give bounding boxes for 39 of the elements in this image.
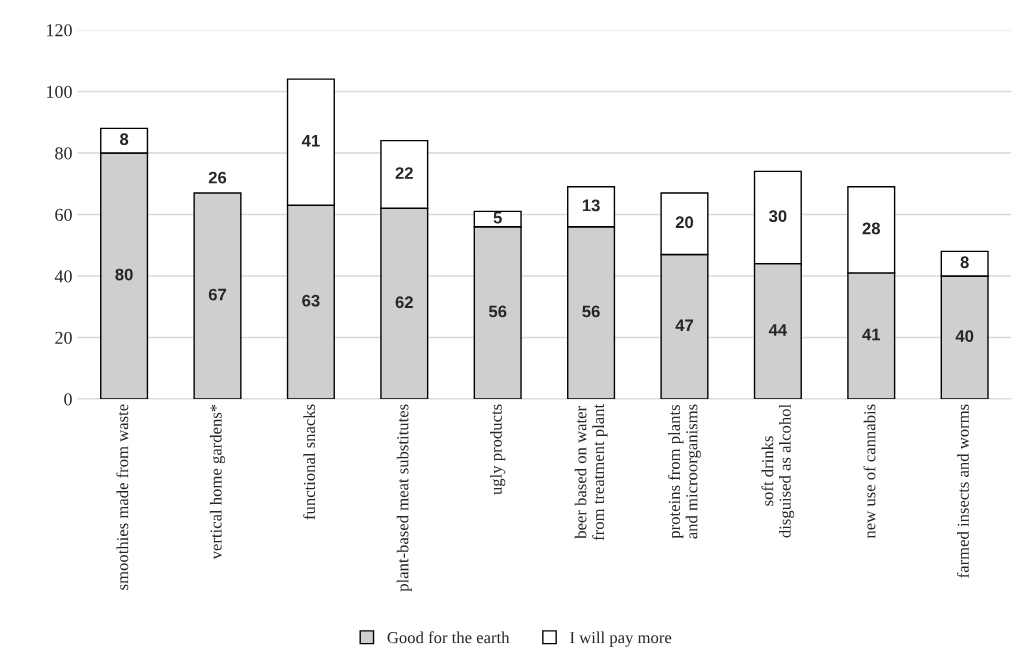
data-label: 13: [582, 199, 600, 212]
x-tick-label: farmed insects and worms: [956, 404, 969, 578]
data-label: 62: [395, 296, 413, 309]
data-label: 56: [582, 305, 600, 318]
y-tick-label: 0: [64, 393, 72, 406]
y-tick-label: 120: [47, 24, 72, 37]
text: 26: [208, 171, 227, 184]
data-label: 47: [675, 319, 694, 332]
x-tick-label: plant-based meat substitutes: [396, 404, 412, 592]
legend-label: Good for the earth: [387, 631, 510, 644]
data-label: 41: [862, 328, 881, 341]
data-label: 80: [115, 268, 133, 281]
data-label: 8: [119, 133, 129, 146]
x-tick-label: vertical home gardens*: [209, 404, 226, 560]
y-tick-label: 100: [47, 85, 72, 98]
x-tick-label: proteins from plants and microorganisms: [668, 404, 701, 539]
x-tick-label: soft drinks disguised as alcohol: [761, 404, 795, 538]
data-label: 44: [768, 324, 788, 336]
data-label: 28: [862, 222, 881, 235]
legend-label: I will pay more: [570, 631, 672, 647]
y-tick-label: 20: [55, 331, 72, 344]
x-tick-label: functional snacks: [303, 404, 316, 520]
data-label: 63: [302, 294, 320, 307]
x-tick-label: new use of cannabis: [863, 404, 876, 539]
x-tick-label: smoothies made from waste: [116, 404, 129, 590]
data-label: 56: [488, 305, 507, 318]
data-label: 67: [208, 288, 227, 301]
x-tick-label: ugly products: [490, 404, 506, 495]
data-label: 30: [768, 210, 787, 223]
data-label: 20: [675, 216, 694, 229]
y-tick-label: 60: [55, 208, 72, 221]
x-tick-label: beer based on water from treatment plant: [574, 403, 608, 541]
data-label: 22: [395, 167, 413, 179]
data-label: 41: [301, 135, 320, 147]
data-label: 40: [955, 330, 974, 342]
y-tick-label: 40: [54, 270, 72, 283]
data-label: 5: [493, 211, 502, 224]
y-tick-label: 80: [55, 147, 72, 160]
data-label: 8: [960, 256, 969, 269]
